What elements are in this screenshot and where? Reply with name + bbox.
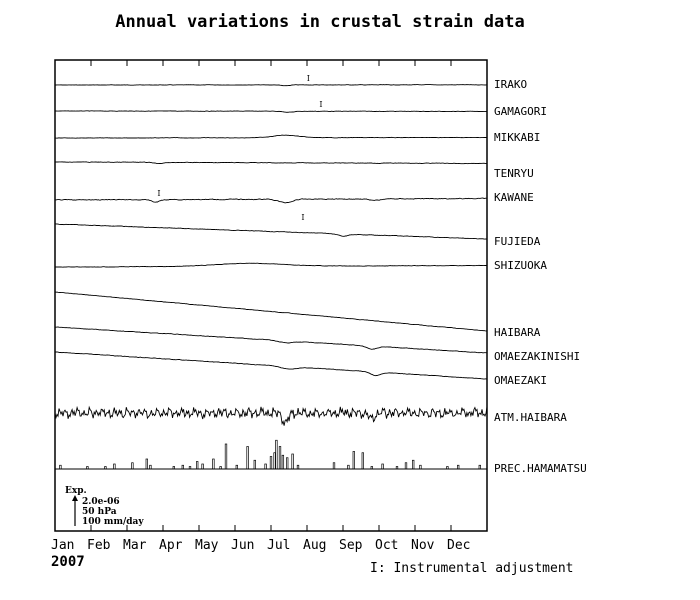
precipitation-bar <box>172 466 175 470</box>
precipitation-bar <box>188 466 192 470</box>
precipitation-bar <box>86 466 89 470</box>
scale-legend-precipitation: 100 mm/day <box>82 517 144 527</box>
chart-title: Annual variations in crustal strain data <box>115 12 525 32</box>
x-tick-label: Oct <box>375 538 398 553</box>
precipitation-bar <box>212 458 215 470</box>
x-tick-label: Feb <box>87 538 111 553</box>
precipitation-bar <box>381 463 384 470</box>
precipitation-bar <box>131 462 134 470</box>
precipitation-bar <box>113 463 116 470</box>
series-label-kawane: KAWANE <box>494 191 534 204</box>
precipitation-bar <box>278 446 282 470</box>
series-label-shizuoka: SHIZUOKA <box>494 259 547 272</box>
adjustment-mark: I <box>157 189 160 198</box>
trace-atm-haibara <box>54 405 488 426</box>
station-labels-group: IRAKO GAMAGORI MIKKABI TENRYU KAWANE FUJIEDA S… <box>494 78 587 475</box>
precipitation-bar <box>412 459 415 470</box>
x-tick-label: Nov <box>411 538 435 553</box>
trace-mikkabi <box>55 134 488 139</box>
x-tick-label: Dec <box>447 538 470 553</box>
precipitation-bar <box>296 464 300 470</box>
precipitation-bar <box>361 452 364 470</box>
precipitation-bar <box>275 439 278 470</box>
x-tick-label: Jul <box>267 538 290 553</box>
precipitation-bar <box>269 456 273 470</box>
x-tick-label: Aug <box>303 538 326 553</box>
adjustment-mark: I <box>307 74 310 83</box>
adjustment-mark: I <box>319 100 322 109</box>
precipitation-bar <box>104 466 107 470</box>
precipitation-bar <box>332 462 336 470</box>
series-label-haibara: HAIBARA <box>494 326 541 339</box>
x-tick-label: Apr <box>159 538 183 553</box>
scale-legend: Exp. 2.0e-06 50 hPa 100 mm/day <box>65 486 144 527</box>
series-label-tenryu: TENRYU <box>494 167 534 180</box>
x-tick-label: Jun <box>231 538 254 553</box>
adjustment-note: I: Instrumental adjustment <box>370 561 574 576</box>
series-label-fujieda: FUJIEDA <box>494 235 541 248</box>
x-tick-label: Mar <box>123 538 147 553</box>
trace-fujieda <box>55 223 488 240</box>
x-tick-label: May <box>195 538 219 553</box>
year-label: 2007 <box>51 554 85 570</box>
precipitation-bar <box>395 466 399 470</box>
trace-omaezakinishi <box>55 326 488 354</box>
scale-legend-pressure: 50 hPa <box>82 507 117 517</box>
precipitation-bar <box>201 463 204 470</box>
precipitation-bar <box>370 466 373 470</box>
precipitation-bar <box>264 463 267 470</box>
precipitation-bar <box>149 464 152 470</box>
scale-legend-title: Exp. <box>65 486 87 496</box>
trace-shizuoka <box>54 262 488 268</box>
x-tick-label: Sep <box>339 538 363 553</box>
trace-omaezaki <box>54 351 488 380</box>
x-ticks-group: Jan Feb Mar Apr May Jun Jul Aug Sep Oct Nov Dec <box>51 60 470 553</box>
precipitation-bar <box>286 457 289 470</box>
precipitation-bar <box>404 462 408 470</box>
precipitation-bar <box>446 466 449 470</box>
plot-frame <box>54 59 488 532</box>
precipitation-bar <box>181 464 184 470</box>
series-label-gamagori: GAMAGORI <box>494 105 547 118</box>
trace-haibara <box>54 291 488 332</box>
trace-irako <box>55 84 488 87</box>
precipitation-bar <box>478 464 481 470</box>
trace-kawane <box>54 197 487 204</box>
precipitation-bar <box>59 464 62 470</box>
series-label-mikkabi: MIKKABI <box>494 131 540 144</box>
series-label-atm-haibara: ATM.HAIBARA <box>494 411 567 424</box>
precipitation-bar <box>235 464 238 470</box>
trace-tenryu <box>55 161 488 165</box>
scale-arrow-head-icon <box>72 495 78 501</box>
series-label-prec-hamamatsu: PREC.HAMAMATSU <box>494 462 587 475</box>
precipitation-bar <box>246 446 249 470</box>
precipitation-bar <box>352 451 355 470</box>
trace-gamagori <box>54 110 488 113</box>
series-label-omaezaki: OMAEZAKI <box>494 374 547 387</box>
x-tick-label: Jan <box>51 538 74 553</box>
traces-group: I I I I <box>54 74 488 470</box>
scale-legend-strain: 2.0e-06 <box>82 497 120 507</box>
precipitation-bar <box>196 461 199 470</box>
adjustment-mark: I <box>301 213 304 222</box>
precipitation-bar <box>253 459 256 470</box>
precipitation-bar <box>219 466 222 470</box>
precipitation-bar <box>281 454 285 470</box>
precipitation-bar <box>457 464 460 470</box>
precipitation-bar <box>291 453 294 470</box>
precipitation-bar <box>419 464 422 470</box>
precipitation-bar <box>145 458 148 470</box>
precipitation-bar <box>273 452 276 470</box>
series-label-omaezakinishi: OMAEZAKINISHI <box>494 350 580 363</box>
series-label-irako: IRAKO <box>494 78 527 91</box>
precipitation-bar <box>347 464 350 470</box>
precipitation-bar <box>224 443 228 470</box>
